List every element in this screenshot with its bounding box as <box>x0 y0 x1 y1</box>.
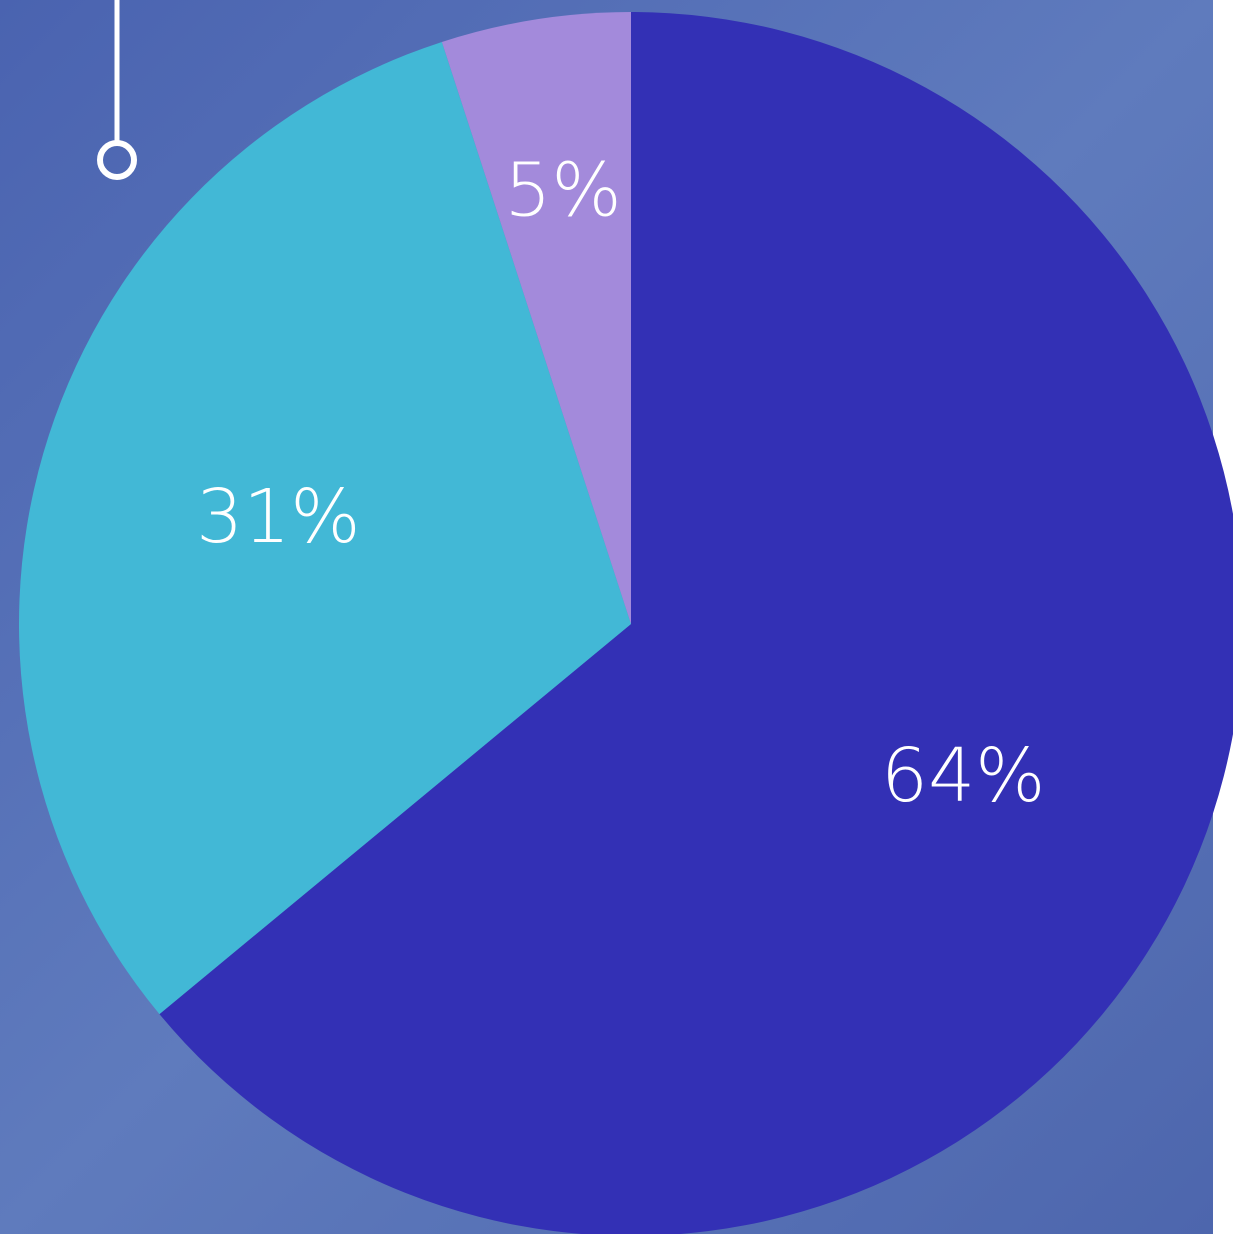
pie-slice <box>18 41 631 1015</box>
pie: 64% 31% 5% <box>18 12 1233 1234</box>
data-label: 5% <box>504 147 621 233</box>
pie-slice <box>441 12 631 624</box>
decor-circle <box>97 140 137 180</box>
data-label: 64% <box>881 733 1045 819</box>
data-label: 31% <box>196 474 360 560</box>
pie-slice <box>159 12 1233 1234</box>
